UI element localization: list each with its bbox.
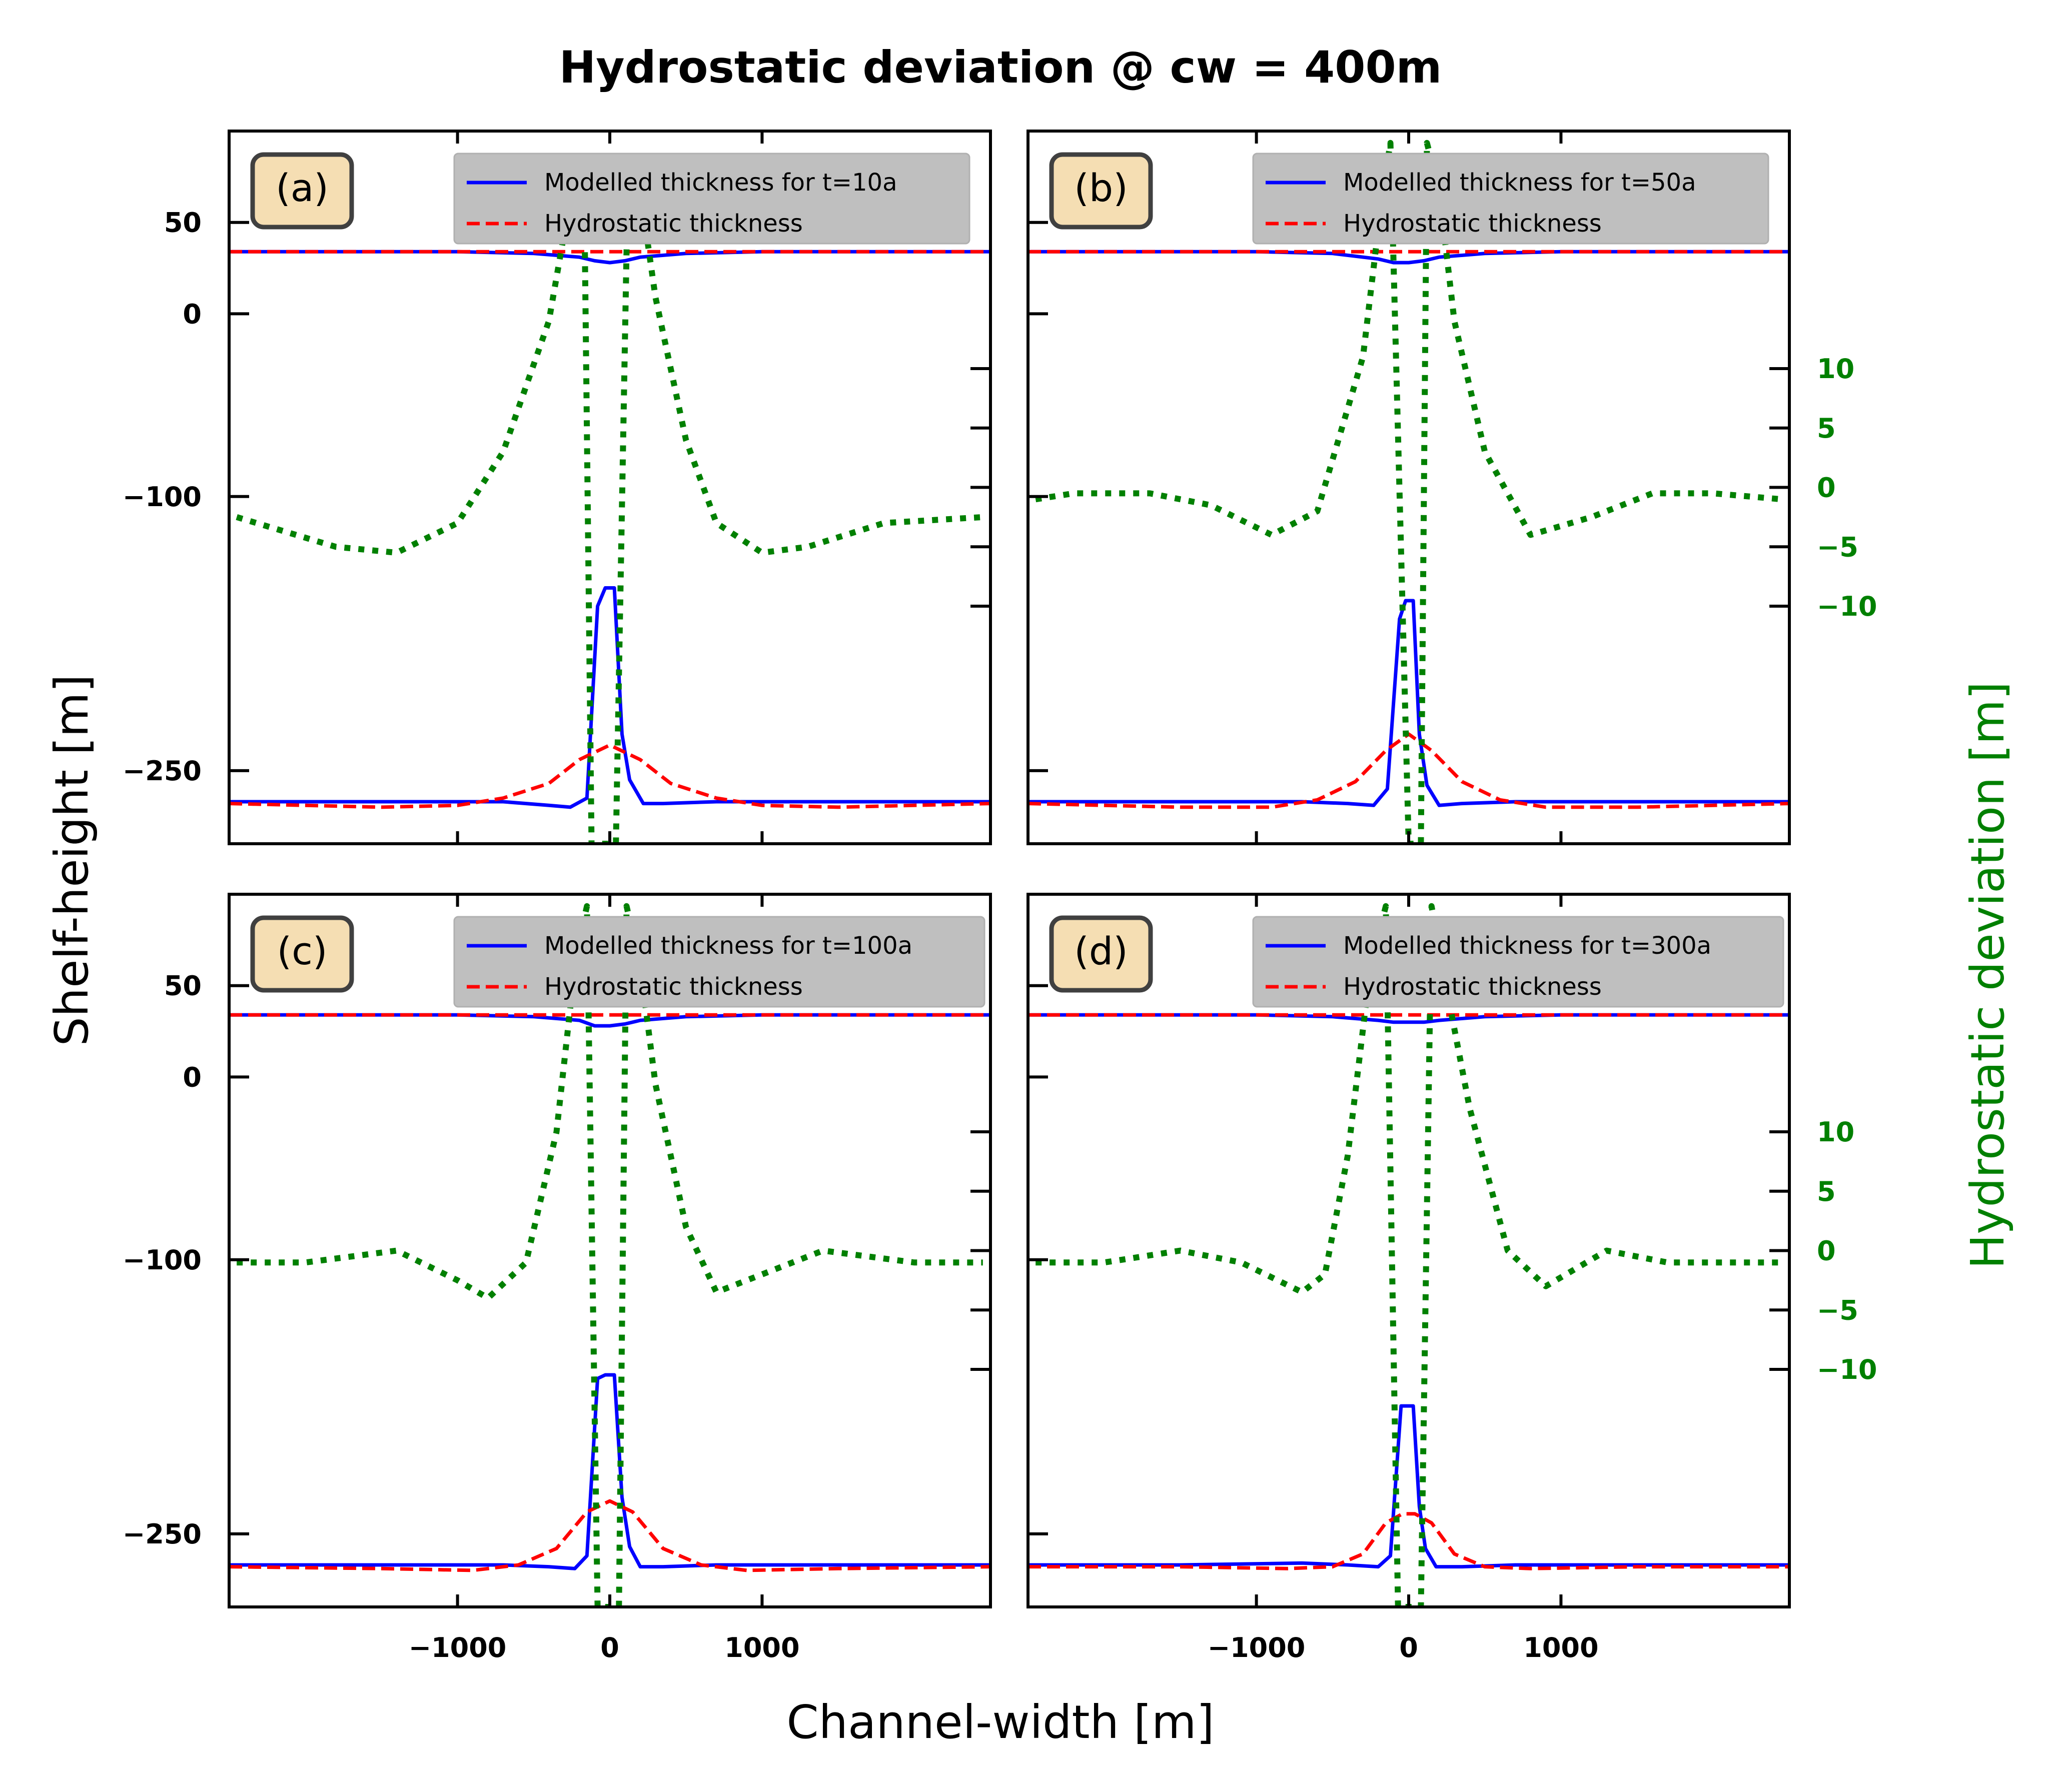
y-right-tick-label: 5 (1817, 413, 1836, 444)
y-left-tick-label: −100 (123, 1244, 202, 1276)
legend-label-hydrostatic: Hydrostatic thickness (1343, 973, 1602, 1001)
modelled-thickness-bottom-line (229, 1373, 990, 1570)
panel-label: (a) (276, 166, 329, 210)
legend-label-hydrostatic: Hydrostatic thickness (544, 973, 803, 1001)
y-right-tick-label: −10 (1817, 591, 1877, 622)
x-tick-label: −1000 (1208, 1632, 1306, 1663)
x-tick-label: 0 (600, 1632, 619, 1663)
panel-label: (d) (1074, 929, 1128, 973)
hydrostatic-thickness-bottom-line (1028, 1512, 1789, 1570)
y-right-tick-label: 0 (1817, 1235, 1836, 1267)
x-tick-label: 0 (1399, 1632, 1418, 1663)
legend-box (1252, 916, 1784, 1008)
panel-2: 10 5 0 −5 −10 (b) Modelled thickness for t=50a… (1026, 130, 1877, 845)
y-axis-label-left: Shelf-height [m] (45, 674, 99, 1046)
panel-1: 50 0 −100 −250 (a) Modelled thickness for t=1… (123, 130, 992, 845)
hydrostatic-thickness-bottom-line (229, 743, 990, 809)
y-left-tick-label: 50 (164, 970, 202, 1002)
panel-3: −1000 0 1000 50 0 −100 −250 (c) Modelled thickne… (123, 893, 992, 1663)
x-tick-label: 1000 (1523, 1632, 1598, 1663)
legend-label-hydrostatic: Hydrostatic thickness (1343, 210, 1602, 238)
plot-area (1028, 903, 1789, 1607)
y-left-tick-label: 0 (183, 1061, 202, 1093)
y-left-tick-label: −100 (123, 481, 202, 513)
figure-title: Hydrostatic deviation @ cw = 400m (559, 42, 1442, 93)
y-right-tick-label: 0 (1817, 472, 1836, 504)
panels-group: 500−100−250(a) Modelled thickness for t=1… (123, 130, 1877, 1663)
y-right-tick-label: 10 (1817, 353, 1854, 385)
y-left-tick-label: −250 (123, 1518, 202, 1550)
plot-area (1028, 140, 1789, 844)
legend-box (453, 153, 970, 245)
plot-area (229, 164, 990, 844)
y-left-tick-label: 0 (183, 298, 202, 330)
legend-box (453, 916, 985, 1008)
plot-area (229, 903, 990, 1607)
y-right-tick-label: −5 (1817, 531, 1858, 563)
modelled-thickness-bottom-line (1028, 599, 1789, 807)
x-tick-label: 1000 (724, 1632, 799, 1663)
panel-label-box (250, 915, 354, 993)
hydrostatic-thickness-bottom-line (229, 1499, 990, 1572)
y-right-tick-label: 10 (1817, 1116, 1854, 1148)
hydrostatic-deviation-line (1035, 140, 1782, 844)
panel-label: (c) (277, 929, 327, 973)
panel-label-box (250, 152, 354, 230)
y-left-tick-label: 50 (164, 207, 202, 239)
x-tick-label: −1000 (409, 1632, 507, 1663)
hydrostatic-deviation-line (1036, 903, 1782, 1607)
y-right-tick-label: −10 (1817, 1354, 1877, 1385)
hydrostatic-deviation-line (237, 903, 983, 1607)
y-axis-label-right: Hydrostatic deviation [m] (1961, 682, 2014, 1269)
panel-label: (b) (1074, 166, 1128, 210)
panel-label-box (1049, 915, 1153, 993)
legend-label-hydrostatic: Hydrostatic thickness (544, 210, 803, 238)
legend-label-modelled: Modelled thickness for t=10a (544, 169, 897, 197)
y-left-tick-label: −250 (123, 755, 202, 787)
y-right-tick-label: 5 (1817, 1176, 1836, 1207)
legend-label-modelled: Modelled thickness for t=50a (1343, 169, 1696, 197)
y-right-tick-label: −5 (1817, 1294, 1858, 1326)
legend-label-modelled: Modelled thickness for t=100a (544, 932, 912, 960)
panel-4: −1000 0 1000 10 5 0 −5 −10 (d) Modelled thickness… (1026, 893, 1877, 1663)
modelled-thickness-bottom-line (229, 586, 990, 809)
panel-label-box (1049, 152, 1153, 230)
legend-label-modelled: Modelled thickness for t=300a (1343, 932, 1711, 960)
legend-box (1252, 153, 1769, 245)
x-axis-label: Channel-width [m] (786, 1695, 1214, 1749)
